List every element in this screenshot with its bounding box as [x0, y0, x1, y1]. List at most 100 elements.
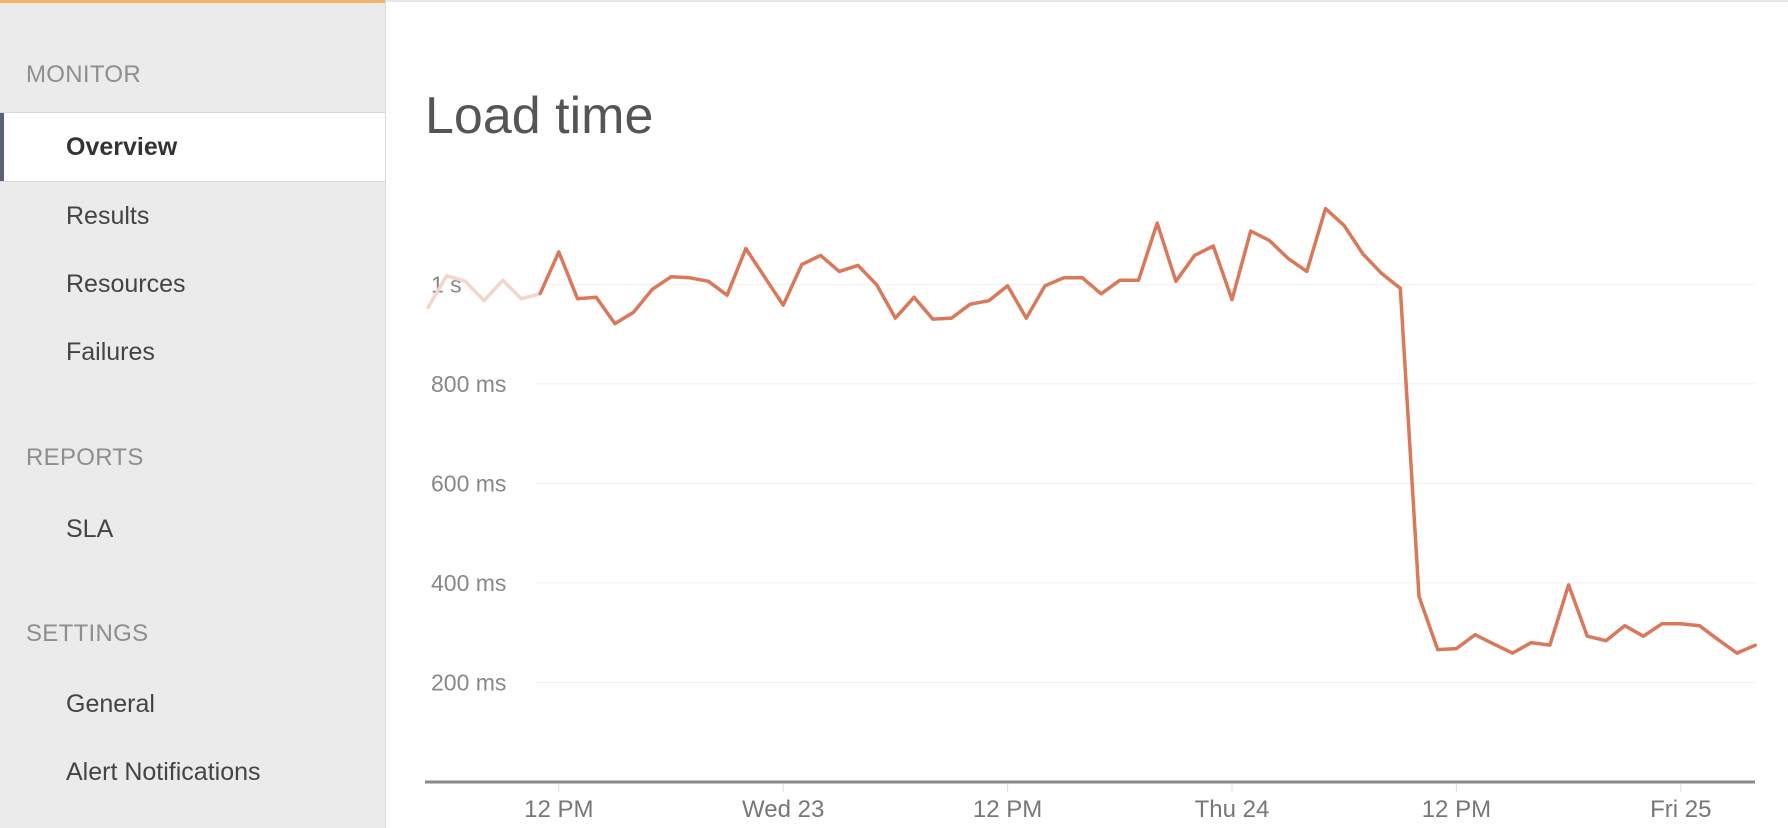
sidebar-item-label: Results — [66, 202, 150, 230]
sidebar-item-label: Alert Notifications — [66, 758, 261, 786]
sidebar-item-label: Failures — [66, 338, 155, 366]
top-border — [386, 0, 1788, 2]
data-point — [1249, 229, 1253, 233]
section-settings: SETTINGS — [26, 620, 149, 647]
data-point — [1062, 276, 1066, 280]
data-point — [1454, 647, 1458, 651]
data-point — [725, 293, 729, 297]
data-point — [1099, 292, 1103, 296]
data-point — [781, 303, 785, 307]
data-point — [1754, 643, 1758, 647]
data-point — [931, 317, 935, 321]
data-point — [426, 306, 430, 310]
y-tick-label: 600 ms — [431, 470, 506, 496]
data-point — [1155, 221, 1159, 225]
sidebar-item-results[interactable]: Results — [0, 191, 385, 241]
data-point — [1511, 651, 1514, 655]
data-point — [1286, 256, 1290, 260]
data-point — [1623, 624, 1627, 628]
data-point — [650, 287, 654, 291]
data-point — [1006, 284, 1010, 288]
accent-bar — [0, 0, 385, 3]
x-tick-label: 12 PM — [524, 796, 593, 823]
x-tick-label: Wed 23 — [742, 796, 824, 823]
sidebar-item-resources[interactable]: Resources — [0, 259, 385, 309]
data-point — [1193, 253, 1197, 257]
x-tick-label: 12 PM — [1422, 796, 1491, 823]
data-point — [632, 310, 636, 314]
data-point — [463, 279, 467, 283]
data-point — [875, 283, 879, 287]
data-point — [1548, 643, 1552, 647]
page-title: Load time — [425, 87, 654, 145]
data-point — [1361, 252, 1365, 256]
data-point — [819, 253, 823, 257]
data-point — [1324, 207, 1327, 211]
data-point — [501, 278, 505, 282]
data-point — [1492, 642, 1496, 646]
data-point — [950, 316, 953, 320]
data-point — [688, 276, 692, 280]
data-point — [519, 297, 523, 301]
y-tick-label: 200 ms — [431, 669, 506, 695]
data-point — [1380, 271, 1384, 275]
sidebar-item-failures[interactable]: Failures — [0, 327, 385, 377]
data-point — [856, 263, 860, 267]
data-point — [557, 250, 561, 254]
data-point — [1211, 244, 1215, 248]
data-point — [1080, 276, 1084, 280]
data-point — [613, 322, 617, 326]
data-point — [744, 246, 748, 250]
section-monitor: MONITOR — [26, 61, 141, 88]
data-point — [1473, 633, 1477, 637]
data-point — [1567, 583, 1571, 587]
data-point — [968, 302, 972, 306]
data-point — [1137, 278, 1140, 282]
data-point — [706, 279, 710, 283]
data-point — [800, 262, 804, 266]
data-point — [1585, 634, 1589, 638]
data-point — [1698, 624, 1701, 628]
y-tick-label: 800 ms — [431, 371, 506, 397]
sidebar-item-general[interactable]: General — [0, 679, 385, 729]
data-point — [1436, 648, 1440, 652]
sidebar-item-alert-notifications[interactable]: Alert Notifications — [0, 747, 385, 797]
data-point — [893, 316, 897, 320]
data-point — [763, 275, 766, 279]
data-point — [1604, 639, 1608, 643]
sidebar-item-label: Resources — [66, 270, 186, 298]
data-point — [1230, 298, 1234, 302]
sidebar-item-overview[interactable]: Overview — [0, 112, 385, 182]
data-point — [445, 274, 449, 278]
data-point — [1529, 641, 1533, 645]
data-point — [912, 295, 916, 299]
data-point — [576, 297, 579, 301]
data-point — [837, 269, 841, 273]
data-point — [1735, 651, 1739, 655]
sidebar-item-label: General — [66, 690, 155, 718]
data-point — [594, 295, 598, 299]
data-point — [1716, 638, 1720, 642]
x-tick-label: Fri 25 — [1650, 796, 1711, 823]
data-point — [482, 299, 486, 303]
data-point — [1043, 284, 1047, 288]
sidebar: MONITOR Overview Results Resources Failu… — [0, 0, 386, 828]
data-point — [1679, 622, 1683, 626]
data-point — [1118, 278, 1122, 282]
data-point — [1024, 316, 1028, 320]
data-point — [987, 299, 991, 303]
y-tick-label: 400 ms — [431, 570, 506, 596]
sidebar-item-label: Overview — [66, 133, 178, 161]
x-tick-label: Thu 24 — [1195, 796, 1270, 823]
data-point — [1660, 622, 1664, 626]
x-tick-label: 12 PM — [973, 796, 1042, 823]
data-point — [1267, 239, 1271, 243]
sidebar-item-sla[interactable]: SLA — [0, 504, 385, 554]
data-point — [1641, 634, 1645, 638]
data-point — [1398, 286, 1402, 290]
data-point — [1417, 594, 1421, 598]
data-point — [538, 292, 542, 296]
data-point — [1305, 269, 1309, 273]
data-point — [1342, 224, 1346, 228]
